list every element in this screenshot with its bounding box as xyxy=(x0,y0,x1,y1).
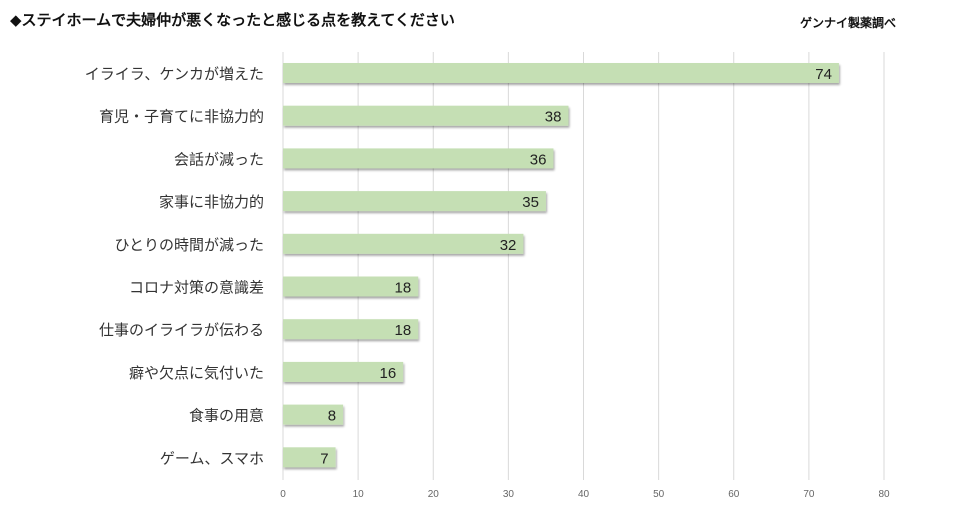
x-tick-label: 40 xyxy=(578,489,590,500)
data-label: 18 xyxy=(395,280,412,297)
bar xyxy=(283,105,569,126)
category-label: 食事の用意 xyxy=(189,407,264,425)
category-label: ひとりの時間が減った xyxy=(114,236,264,254)
bar xyxy=(283,404,344,425)
data-label: 16 xyxy=(380,365,397,382)
x-tick-label: 30 xyxy=(503,489,515,500)
data-label: 74 xyxy=(815,66,832,83)
category-label: 癖や欠点に気付いた xyxy=(129,364,264,382)
bar xyxy=(283,319,419,340)
data-label: 32 xyxy=(500,237,517,254)
chart-title: ◆ステイホームで夫婦仲が悪くなったと感じる点を教えてください xyxy=(10,11,455,29)
bar xyxy=(283,361,404,382)
data-label: 35 xyxy=(522,194,539,211)
x-tick-label: 0 xyxy=(280,489,286,500)
x-tick-label: 80 xyxy=(878,489,890,500)
bar xyxy=(283,447,336,468)
category-label: 育児・子育てに非協力的 xyxy=(99,108,264,126)
bar xyxy=(283,276,419,297)
data-label: 18 xyxy=(395,322,412,339)
bar xyxy=(283,63,839,83)
x-tick-label: 10 xyxy=(353,489,365,500)
x-tick-label: 60 xyxy=(728,489,740,500)
bar xyxy=(283,148,554,169)
data-label: 38 xyxy=(545,109,562,126)
x-tick-label: 20 xyxy=(428,489,440,500)
bar xyxy=(283,191,546,212)
x-tick-label: 70 xyxy=(803,489,815,500)
x-tick-label: 50 xyxy=(653,489,665,500)
data-label: 7 xyxy=(320,450,328,467)
category-label: 会話が減った xyxy=(174,150,264,168)
category-label: 仕事のイライラが伝わる xyxy=(99,321,264,339)
chart-source: ゲンナイ製薬調べ xyxy=(799,16,896,30)
category-label: 家事に非協力的 xyxy=(159,193,264,211)
category-label: コロナ対策の意識差 xyxy=(129,279,264,297)
data-label: 36 xyxy=(530,151,547,168)
category-label: イライラ、ケンカが増えた xyxy=(85,65,264,83)
data-label: 8 xyxy=(328,408,336,425)
category-label: ゲーム、スマホ xyxy=(160,449,264,467)
bar xyxy=(283,233,524,254)
